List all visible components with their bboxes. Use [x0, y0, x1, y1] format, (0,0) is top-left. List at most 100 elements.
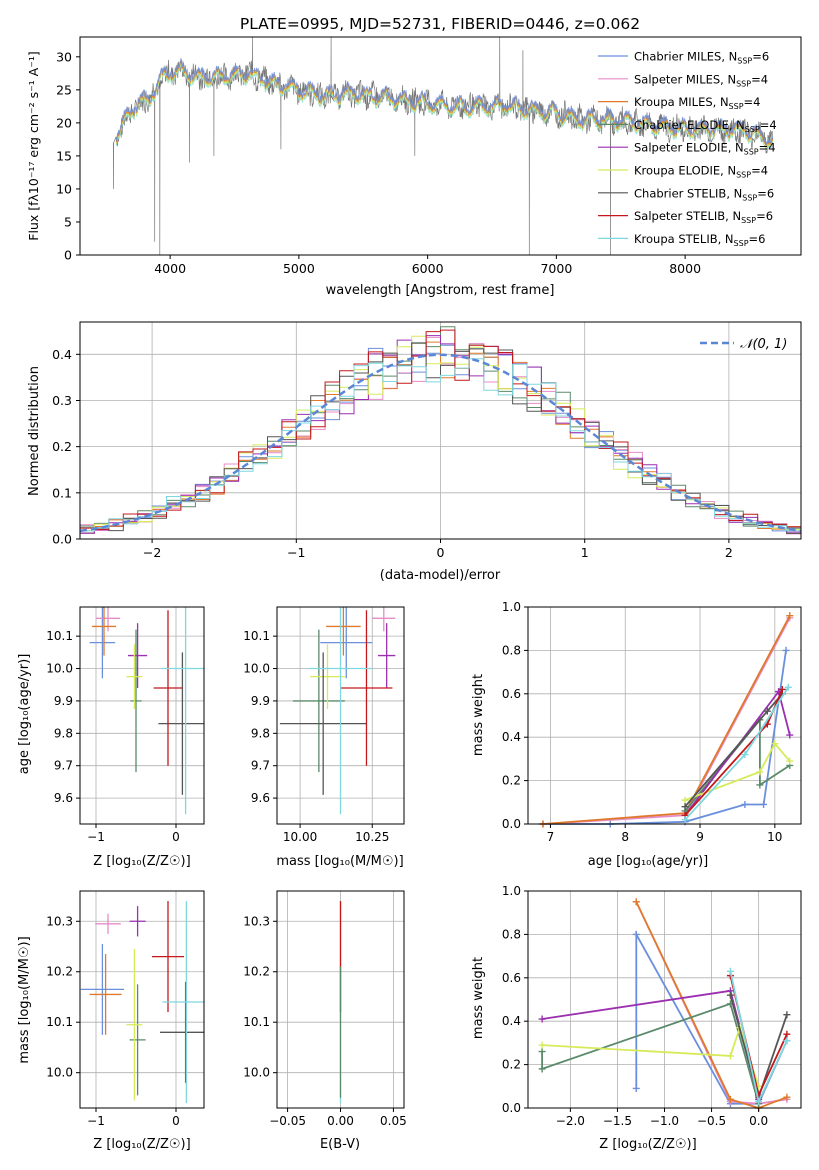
spectrum-panel: 4000 5000 6000 7000 8000 0 5 10 15 20 25 30 Chabrie… [26, 36, 802, 298]
y-tick-label: 0.2 [502, 774, 521, 788]
weight-marker [538, 1015, 546, 1023]
weight-marker [632, 898, 640, 906]
x-tick-label: 1 [581, 545, 589, 560]
legend-subscript: SSP [729, 102, 744, 111]
error-point [158, 652, 204, 795]
weight-marker [726, 991, 734, 999]
y-tick-label: 0.4 [52, 347, 72, 362]
weight-marker [726, 1052, 734, 1060]
x-tick-label: 4000 [154, 261, 186, 276]
residuals-plot-area [80, 326, 801, 535]
y-tick-label: 9.7 [54, 759, 73, 773]
spectrum-plot-area [112, 37, 774, 255]
x-tick-label: 6000 [412, 261, 444, 276]
error-point [152, 901, 184, 1013]
weight-marker [741, 800, 749, 808]
weight-marker [726, 1095, 734, 1103]
y-tick-label: 20 [56, 115, 72, 130]
legend-label: Salpeter STELIB, NSSP=6 [634, 209, 773, 225]
error-point [340, 610, 393, 766]
legend-label: Salpeter MILES, NSSP=4 [634, 72, 768, 88]
y-tick-label: 0.0 [502, 1101, 521, 1115]
error-point [89, 954, 122, 1035]
error-point [162, 901, 204, 1103]
legend-count: =4 [759, 141, 776, 155]
x-tick-label: 9 [696, 830, 704, 844]
legend-subscript: SSP [734, 239, 749, 248]
weight-marker [756, 768, 764, 776]
weight-vs-Z-ylabel: mass weight [471, 957, 486, 1039]
weight-marker [786, 731, 794, 739]
legend-count: =4 [760, 118, 777, 132]
y-tick-label: 0.6 [502, 971, 521, 985]
x-tick-label: 10 [767, 830, 782, 844]
y-tick-label: 10.0 [243, 662, 270, 676]
legend-label: Chabrier STELIB, NSSP=6 [634, 186, 774, 202]
y-tick-label: 10.1 [46, 629, 73, 643]
x-tick-label: 0.0 [749, 1114, 768, 1128]
error-point [320, 607, 373, 679]
error-point [326, 607, 361, 656]
error-point [310, 644, 345, 710]
model-spectrum-line [115, 58, 774, 145]
weight-series-line [541, 989, 760, 1100]
x-tick-label: 7 [547, 830, 555, 844]
y-tick-label: 1.0 [502, 884, 521, 898]
weight-series-line [542, 615, 791, 825]
weight-marker [783, 1037, 791, 1045]
x-tick-label: −1.0 [650, 1114, 679, 1128]
age-vs-Z-ylabel: age [log₁₀(age/yr)] [17, 654, 32, 775]
error-point [161, 607, 204, 815]
legend-subscript: SSP [736, 171, 751, 180]
error-point [80, 943, 124, 1035]
weight-marker [741, 751, 749, 759]
legend-subscript: SSP [736, 79, 751, 88]
residuals-panel: −2 −1 0 1 2 0.0 0.1 0.2 0.3 0.4 𝒩(0, 1) (data-mod… [27, 321, 802, 583]
residuals-ticks: −2 −1 0 1 2 0.0 0.1 0.2 0.3 0.4 [52, 347, 733, 560]
error-point [129, 906, 146, 937]
legend-count: =6 [749, 232, 766, 246]
y-tick-label: 9.8 [251, 726, 270, 740]
y-tick-label: 15 [56, 148, 72, 163]
error-point [129, 984, 146, 1096]
x-tick-label: 5000 [283, 261, 315, 276]
y-tick-label: 0.0 [502, 817, 521, 831]
weight-vs-Z-xlabel: Z [log₁₀(Z/Z☉)] [599, 1137, 696, 1152]
error-point [96, 607, 120, 632]
weight-marker [760, 800, 768, 808]
legend-count: =4 [751, 72, 768, 86]
weight-marker [783, 1030, 791, 1038]
y-tick-label: 9.9 [251, 694, 270, 708]
x-tick-label: 8000 [669, 261, 701, 276]
legend-subscript: SSP [742, 193, 757, 202]
error-point [95, 913, 121, 934]
x-tick-label: 0 [437, 545, 445, 560]
x-tick-label: −0.05 [269, 1114, 306, 1128]
y-tick-label: 10.0 [46, 1066, 73, 1080]
x-tick-label: −1 [87, 830, 105, 844]
weight-marker [681, 803, 689, 811]
y-tick-label: 0.2 [52, 439, 72, 454]
y-tick-label: 0.8 [502, 643, 521, 657]
y-tick-label: 10.3 [243, 914, 270, 928]
error-point [372, 607, 396, 632]
mass-vs-Z-panel: −1 0 10.0 10.1 10.2 10.3 Z [log₁₀(Z/Z☉)] mass… [17, 890, 205, 1152]
residual-histogram [80, 329, 801, 530]
y-tick-label: 0.4 [502, 730, 521, 744]
y-tick-label: 0 [64, 248, 72, 263]
x-tick-label: −1.5 [603, 1114, 632, 1128]
weight-marker [783, 1011, 791, 1019]
weight-vs-age-panel: 7 8 9 10 0.0 0.2 0.4 0.6 0.8 1.0 age [log₁₀(age/y… [471, 600, 802, 869]
error-point [128, 623, 148, 688]
error-point [279, 652, 367, 795]
legend-count: =6 [756, 209, 773, 223]
legend-label: Chabrier ELODIE, NSSP=4 [634, 118, 777, 134]
y-tick-label: 9.7 [251, 759, 270, 773]
spectrum-ticks: 4000 5000 6000 7000 8000 0 5 10 15 20 25 30 [56, 49, 701, 276]
weight-marker [681, 816, 689, 824]
spectrum-legend: Chabrier MILES, NSSP=6 Salpeter MILES, NS… [598, 50, 777, 248]
y-tick-label: 0.1 [52, 485, 72, 500]
y-tick-label: 30 [56, 49, 72, 64]
age-vs-Z-xlabel: Z [log₁₀(Z/Z☉)] [93, 854, 190, 869]
